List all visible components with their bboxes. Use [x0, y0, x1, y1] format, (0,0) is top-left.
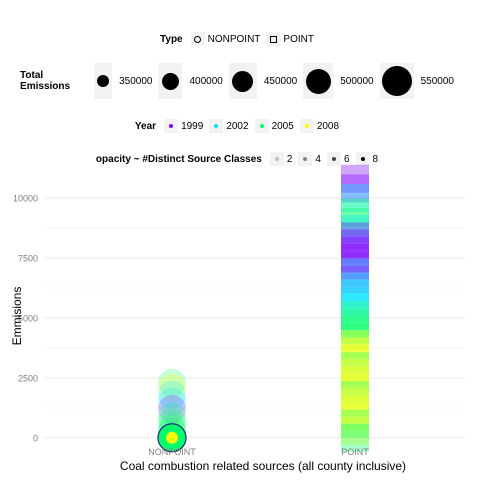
point-square: [341, 222, 369, 251]
point-square: [341, 301, 369, 330]
point-square: [341, 387, 369, 416]
legend-opacity: opacity ~ #Distinct Source Classes 2 4 6…: [0, 152, 480, 166]
point-square: [341, 272, 369, 301]
point-square: [341, 323, 369, 352]
legend-year: Year 1999 2002 2005 2008: [0, 119, 480, 133]
legend-opacity-item-2: 2: [269, 152, 292, 166]
point-square: [341, 337, 369, 366]
point-square: [341, 183, 369, 212]
nonpoint-circle: [158, 395, 186, 424]
legend-size-item-550000: 550000: [379, 63, 454, 99]
point-square: [341, 344, 369, 373]
y-tick-label: 5000: [18, 313, 38, 323]
legend-type: Type NONPOINT POINT: [0, 32, 480, 46]
point-square: [341, 229, 369, 258]
point-square: [341, 236, 369, 265]
nonpoint-circle: [158, 380, 186, 409]
legend-size-title: Total Emissions: [20, 70, 71, 92]
year-dot-icon: [304, 124, 309, 128]
y-tick-label: 7500: [18, 253, 38, 263]
point-square: [341, 215, 369, 244]
point-square: [341, 416, 369, 445]
point-square: [341, 294, 369, 323]
year-dot-icon: [259, 124, 264, 128]
point-square: [341, 351, 369, 380]
opacity-dot-icon: [331, 157, 336, 161]
hollow-square-icon: [269, 35, 277, 43]
nonpoint-circle: [158, 387, 186, 416]
nonpoint-circle: [158, 402, 186, 431]
y-axis-ticks: 0 2500 5000 7500 10000: [13, 193, 38, 443]
opacity-dot-icon: [274, 157, 279, 161]
x-tick-label: NONPOINT: [148, 447, 196, 457]
point-square: [341, 251, 369, 280]
point-square: [341, 373, 369, 402]
point-square: [341, 243, 369, 272]
legend-opacity-title: opacity ~ #Distinct Source Classes: [95, 153, 262, 165]
y-tick-label: 0: [33, 433, 38, 443]
size-dot-icon: [97, 75, 110, 87]
opacity-dot-icon: [360, 157, 365, 161]
size-dot-icon: [381, 66, 412, 96]
point-square: [341, 423, 369, 452]
legend-year-item-2008: 2008: [299, 119, 339, 133]
legend-size: Total Emissions 350000 400000 450000 500…: [0, 63, 480, 99]
year-dot-icon: [214, 124, 219, 128]
point-square: [341, 359, 369, 388]
nonpoint-circle: [158, 373, 186, 402]
point-square: [341, 402, 369, 431]
point-square: [341, 287, 369, 316]
size-dot-icon: [161, 72, 179, 90]
point-square: [341, 380, 369, 409]
legend-year-item-2002: 2002: [209, 119, 249, 133]
point-square: [341, 279, 369, 308]
point-square: [341, 174, 369, 203]
point-square: [341, 308, 369, 337]
point-square: [341, 395, 369, 424]
point-square: [341, 258, 369, 287]
x-tick-label: POINT: [341, 447, 369, 457]
y-tick-label: 10000: [13, 193, 38, 203]
legend-year-title: Year: [134, 120, 157, 132]
legend-size-item-500000: 500000: [303, 63, 374, 99]
point-square: [341, 207, 369, 236]
point-square: [341, 198, 369, 227]
legend-size-item-350000: 350000: [94, 63, 152, 99]
legend-type-title: Type: [160, 33, 183, 45]
legend-size-item-400000: 400000: [158, 63, 223, 99]
nonpoint-circle: [158, 368, 186, 397]
point-square: [341, 315, 369, 344]
hollow-circle-icon: [194, 35, 202, 43]
nonpoint-circle: [157, 423, 187, 453]
point-square: [341, 330, 369, 359]
year-dot-icon: [169, 124, 174, 128]
data-points: [157, 164, 369, 453]
legend-opacity-item-4: 4: [298, 152, 321, 166]
legend-year-item-2005: 2005: [254, 119, 294, 133]
size-dot-icon: [305, 68, 331, 94]
legend-size-item-450000: 450000: [228, 63, 297, 99]
x-axis-ticks: NONPOINT POINT: [148, 447, 369, 457]
x-axis-label: Coal combustion related sources (all cou…: [120, 459, 406, 473]
point-square: [341, 265, 369, 294]
y-axis-label: Emmisions: [10, 287, 24, 346]
legend-type-item-nonpoint: NONPOINT: [190, 32, 260, 46]
legend-opacity-item-6: 6: [326, 152, 350, 166]
legend-opacity-item-8: 8: [355, 152, 378, 166]
y-tick-label: 2500: [18, 373, 38, 383]
point-square: [341, 366, 369, 395]
size-dot-icon: [232, 70, 254, 92]
point-square: [341, 164, 369, 193]
legend-year-item-1999: 1999: [164, 119, 203, 133]
opacity-dot-icon: [303, 157, 308, 161]
legend-type-item-point: POINT: [266, 32, 314, 46]
point-square: [341, 409, 369, 438]
nonpoint-circle: [166, 431, 178, 444]
grid-lines: [44, 197, 465, 439]
